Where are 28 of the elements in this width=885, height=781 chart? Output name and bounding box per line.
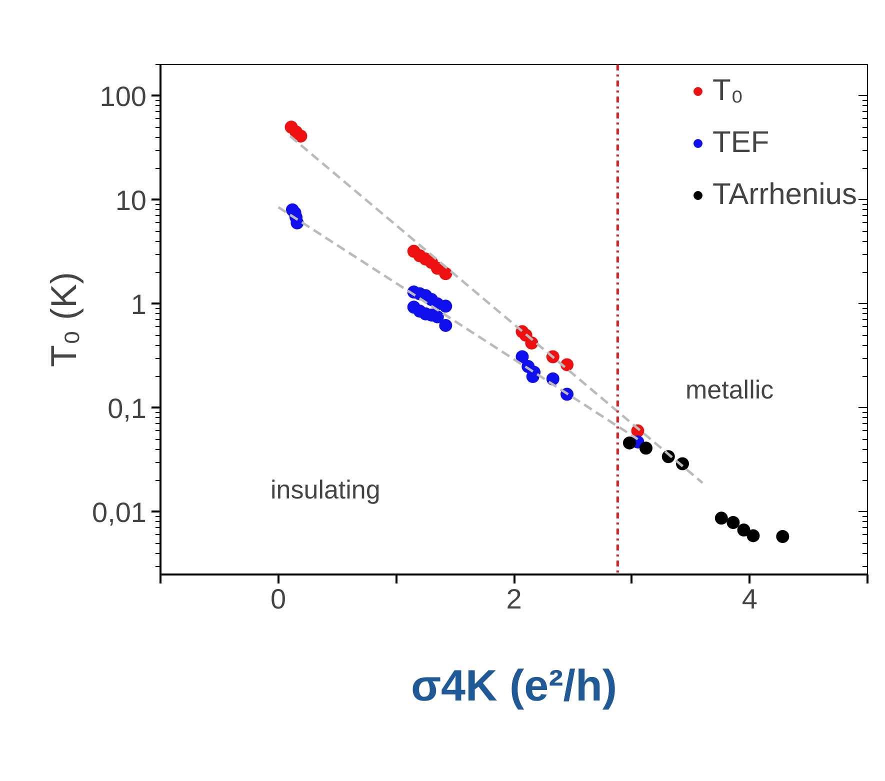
- y-tick-label: 0,01: [92, 496, 147, 528]
- point: [439, 300, 452, 313]
- legend-label: TEF: [712, 126, 770, 160]
- legend-label: TArrhenius: [712, 178, 857, 212]
- x-tick-label: 0: [270, 584, 286, 614]
- point: [726, 516, 740, 530]
- point: [294, 130, 308, 143]
- y-tick-label: 10: [115, 184, 147, 216]
- x-tick-label: 2: [506, 584, 522, 614]
- x-axis-title: σ4K (e²/h): [410, 662, 618, 710]
- annotation: insulating: [270, 474, 380, 504]
- point: [430, 310, 444, 324]
- point: [639, 442, 652, 455]
- x-tick-label: 4: [742, 584, 758, 614]
- y-tick-label: 1: [130, 288, 147, 320]
- y-tick-label: 0,1: [108, 392, 147, 424]
- point: [746, 529, 760, 542]
- point: [439, 318, 452, 332]
- point: [737, 523, 750, 536]
- point: [714, 512, 728, 525]
- point: [516, 350, 529, 364]
- point: [439, 267, 452, 280]
- annotation: metallic: [686, 374, 774, 404]
- legend-label: T₀: [712, 74, 744, 108]
- point: [622, 436, 636, 450]
- point: [776, 530, 790, 543]
- y-axis-title: T₀ (K): [43, 272, 84, 367]
- y-tick-label: 100: [100, 80, 146, 112]
